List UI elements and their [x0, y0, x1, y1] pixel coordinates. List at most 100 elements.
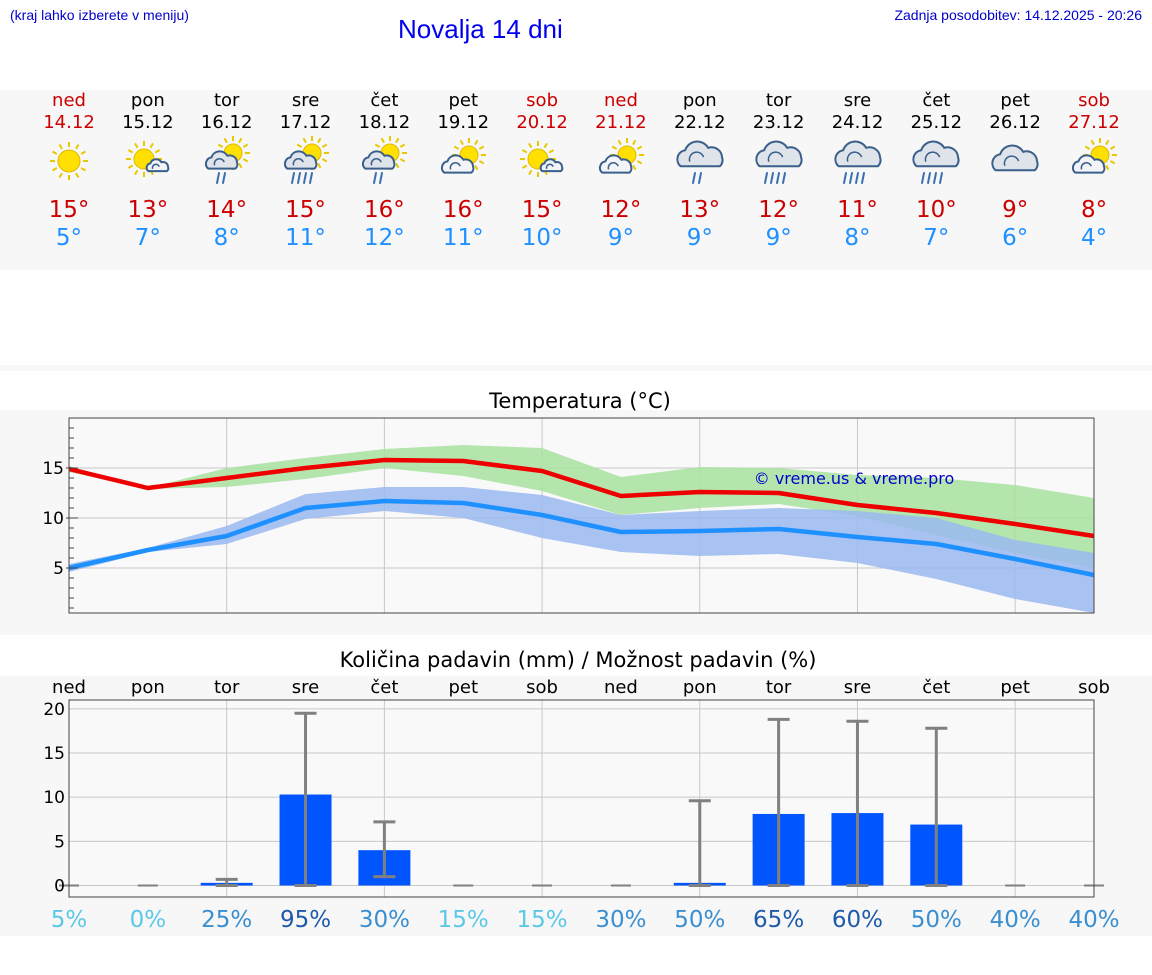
rain-drop: [763, 172, 768, 184]
min-temperature-line: [68, 498, 1095, 578]
cloud-shape: [145, 158, 170, 173]
day-date: 15.12: [122, 112, 174, 133]
precipitation-day-label: tor: [214, 677, 240, 698]
sun-ray: [528, 142, 533, 149]
cloud-outline: [755, 140, 803, 168]
max-temperature: 14°: [206, 197, 248, 223]
precipitation-chart: Količina padavin (mm) / Možnost padavin …: [43, 648, 1119, 933]
max-temperature: 16°: [364, 197, 405, 223]
precipitation-day-label: pet: [448, 677, 478, 698]
cloud-inner-line: [449, 162, 462, 170]
forecast-day: sre 17.12 15° 11°: [266, 90, 346, 252]
min-temperature: 9°: [765, 225, 792, 251]
sun-ray: [75, 144, 80, 150]
icon-group: [1072, 138, 1118, 174]
rain-drop: [302, 172, 307, 184]
icon-group: [676, 140, 724, 184]
forecast-day: ned 14.12 15° 5°: [29, 90, 109, 252]
sun-ray: [296, 143, 302, 148]
sun-ray: [400, 158, 406, 163]
sun-ray: [149, 142, 154, 149]
min-temperature: 11°: [442, 225, 484, 251]
cloud-inner-line: [370, 158, 383, 166]
day-name: pon: [130, 90, 165, 111]
day-name: pet: [448, 90, 479, 111]
forecast-day: ned 21.12 12° 9°: [581, 90, 661, 252]
sun-ray: [1090, 139, 1095, 146]
sun-ray: [302, 137, 307, 144]
rain-drop: [308, 172, 313, 184]
cloud-shape: [912, 140, 960, 168]
precipitation-chart-title: Količina padavin (mm) / Možnost padavin …: [340, 648, 817, 672]
temperature-tick-label: 5: [53, 559, 64, 579]
min-temperature: 5°: [55, 225, 83, 251]
icon-group: [441, 138, 487, 174]
cloud-outline: [991, 144, 1039, 172]
sun-ray: [133, 142, 139, 149]
forecast-day: pet 26.12 9° 6°: [975, 90, 1055, 252]
max-temperature: 12°: [758, 197, 800, 223]
precipitation-probability: 5%: [51, 907, 88, 933]
sun-ray: [58, 144, 63, 150]
precipitation-probability: 65%: [753, 907, 804, 933]
weather-icon-cell: [1054, 134, 1134, 196]
temperature-chart-title: Temperatura (°C): [488, 389, 671, 413]
sun-ray: [321, 158, 327, 163]
precipitation-tick-label: 0: [54, 877, 65, 897]
cloud-inner-line: [688, 151, 705, 162]
cloud-heavy-rain-icon: [755, 140, 803, 184]
min-temperature: 12°: [364, 225, 405, 251]
weather-icon-cell: [108, 134, 188, 196]
precipitation-probability: 95%: [280, 907, 331, 933]
cloud-shape: [362, 150, 396, 170]
weather-icon-cell: [187, 134, 267, 196]
day-date: 16.12: [200, 112, 253, 133]
min-temperature: 7°: [134, 225, 161, 251]
cloud-shape: [755, 140, 803, 168]
max-temperature-range: [69, 445, 1094, 568]
max-temperature: 15°: [285, 197, 326, 223]
sun-ray: [223, 137, 228, 144]
rain-drop: [860, 172, 865, 184]
precipitation-probability: 40%: [990, 907, 1041, 933]
icon-group: [362, 136, 408, 184]
rain-drop: [221, 172, 226, 184]
day-date: 21.12: [595, 112, 647, 133]
day-date: 20.12: [516, 112, 568, 133]
rain-drop: [379, 172, 384, 184]
forecast-day: čet 25.12 10° 7°: [896, 90, 976, 252]
day-name: čet: [370, 90, 399, 111]
rain-drop: [939, 172, 944, 184]
precipitation-probability: 15%: [438, 907, 489, 933]
min-temperature: 11°: [285, 225, 326, 251]
menu-hint: (kraj lahko izberete v meniju): [10, 7, 189, 23]
day-name: tor: [213, 90, 240, 111]
weather-icon-cell: [266, 134, 346, 196]
cloud-inner-line: [925, 151, 941, 162]
forecast-day: pet 19.12 16° 11°: [423, 90, 503, 252]
day-date: 23.12: [752, 112, 805, 133]
cloud-inner-line: [151, 163, 160, 170]
sun-cloud-icon: [1072, 138, 1118, 174]
day-date: 25.12: [910, 112, 963, 133]
temperature-plot-frame: [68, 417, 1095, 614]
cloud-shape: [1072, 154, 1106, 174]
sun-ray: [611, 145, 618, 150]
precipitation-probability: 50%: [911, 907, 962, 933]
sun-ray: [316, 137, 321, 144]
rain-drop: [781, 172, 786, 184]
sun-ray: [52, 167, 58, 172]
sun-ray: [474, 164, 479, 171]
rain-drop: [921, 172, 926, 184]
sun-ray: [321, 143, 327, 148]
precipitation-tick-label: 20: [43, 700, 65, 720]
forecast-band: [0, 90, 1152, 270]
weather-icon-cell: [344, 134, 424, 196]
min-temperature: 9°: [607, 225, 634, 251]
cloud-shape: [539, 158, 564, 173]
max-temperature: 9°: [1002, 197, 1029, 223]
precipitation-day-label: ned: [52, 677, 86, 698]
max-temperature: 13°: [127, 197, 169, 223]
cloud-outline: [833, 140, 882, 168]
precipitation-day-label: pon: [131, 677, 165, 698]
